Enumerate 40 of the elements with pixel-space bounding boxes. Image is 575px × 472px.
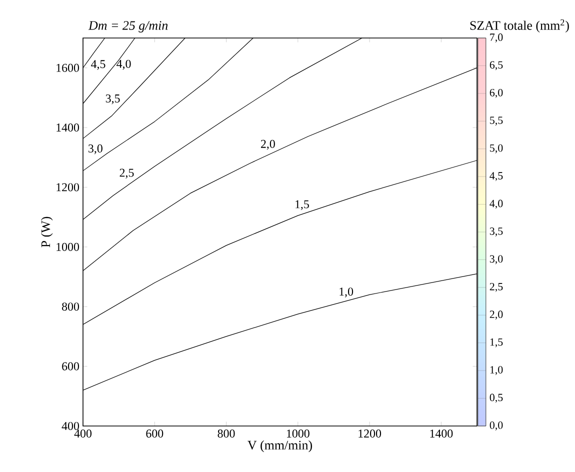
series-label: 4,0 <box>116 60 131 70</box>
color-bar-label: 4,5 <box>490 172 503 182</box>
x-axis-title: V (mm/min) <box>248 440 312 452</box>
x-tick-label: 600 <box>146 430 164 438</box>
color-bar-label: 1,5 <box>490 338 503 348</box>
series-label: 1,0 <box>340 288 354 298</box>
color-bar-label: 5,0 <box>490 144 503 154</box>
color-bar-label: 0,5 <box>490 394 503 403</box>
color-bar-label: 2,5 <box>490 282 503 292</box>
y-axis-title: P (W) <box>40 216 53 248</box>
y-tick-label: 400 <box>62 422 80 430</box>
x-tick-label: 1000 <box>287 430 310 438</box>
color-bar-label: 7,0 <box>490 34 503 42</box>
color-bar-label: 6,0 <box>490 88 503 98</box>
y-tick-label: 1200 <box>56 183 80 192</box>
color-bar-label: 0,0 <box>490 422 503 430</box>
color-bar-label: 3,0 <box>490 255 503 264</box>
y-tick-label: 1000 <box>56 242 80 251</box>
color-bar-label: 5,5 <box>490 116 503 126</box>
color-bar-title: SZAT totale (mm$^{2}$) <box>470 19 569 32</box>
x-tick-label: 1400 <box>430 430 453 438</box>
x-tick-label: 800 <box>218 430 235 438</box>
series-label: 1,5 <box>296 200 309 210</box>
series-label: 3,5 <box>106 94 120 104</box>
y-tick-label: 1600 <box>56 64 80 72</box>
color-bar-label: 3,5 <box>490 228 503 236</box>
color-bar-label: 1,0 <box>490 366 503 376</box>
y-tick-label: 600 <box>62 362 80 370</box>
color-bar-label: 4,0 <box>490 200 503 209</box>
color-bar-label: 6,5 <box>490 61 503 70</box>
series-label: 4,5 <box>91 60 106 70</box>
color-bar-label: 2,0 <box>490 310 503 320</box>
series-label: 3,0 <box>88 144 102 154</box>
chart-title: Dm = 25 g/min <box>88 21 168 32</box>
x-tick-label: 400 <box>74 430 92 438</box>
series-label: 2,0 <box>261 140 275 150</box>
x-tick-label: 1200 <box>358 430 382 438</box>
y-tick-label: 800 <box>62 302 80 311</box>
y-tick-label: 1400 <box>56 124 80 132</box>
series-label: 2,5 <box>120 168 134 179</box>
